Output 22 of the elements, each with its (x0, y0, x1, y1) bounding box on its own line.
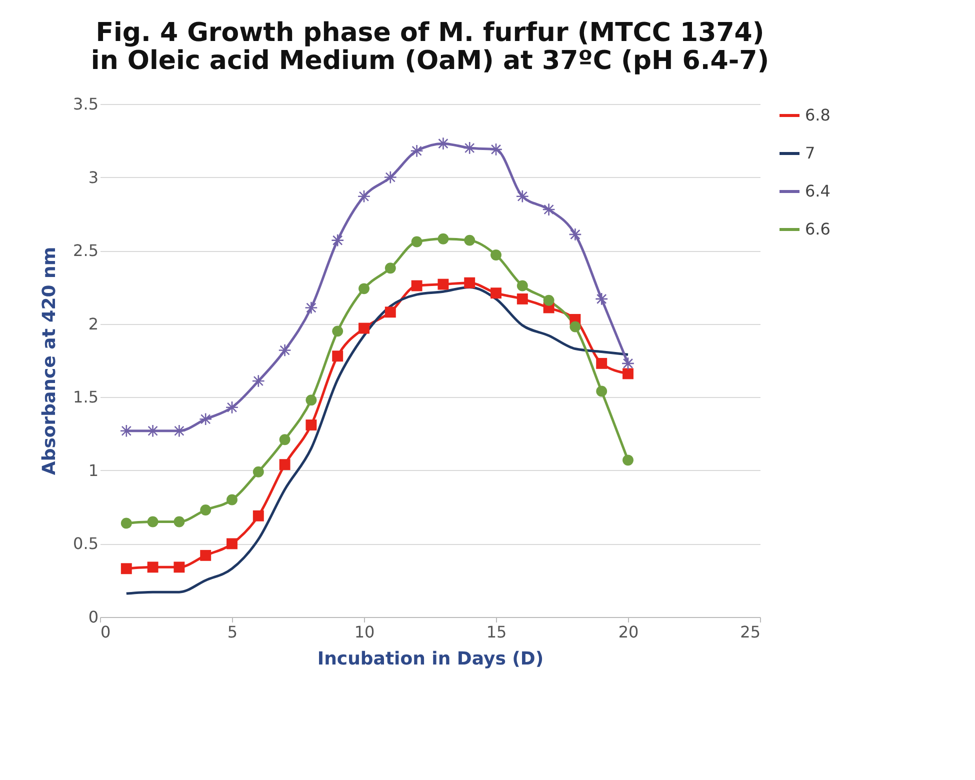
x-tick-label: 25 (740, 622, 760, 642)
y-tick-label: 1.5 (73, 388, 98, 407)
text: Fig. 4 Growth phase of M. furfur (MTCC 1374) (96, 18, 764, 48)
legend-label: 6.4 (805, 182, 830, 200)
y-tick-label: 2.5 (73, 241, 98, 260)
y-tick-label: 3 (88, 168, 98, 187)
y-tick-label: 1 (88, 460, 98, 480)
x-axis-title: Incubation in Days (D) (317, 648, 544, 670)
y-tick-label: 2 (88, 314, 98, 334)
x-tick-label: 10 (354, 622, 375, 642)
text: in Oleic acid Medium (OaM) at 37ºC (pH 6.4-7) (90, 46, 770, 76)
x-tick-label: 20 (618, 622, 639, 642)
y-tick-label: 3.5 (73, 94, 98, 114)
y-tick-label: 0.5 (73, 534, 98, 554)
legend-label: 6.6 (805, 220, 830, 238)
x-tick-label: 5 (227, 622, 238, 642)
y-axis-title: Absorbance at 420 nm (39, 246, 60, 476)
legend-label: 7 (805, 144, 816, 162)
y-tick-label: 0 (88, 608, 98, 626)
legend-label: 6.8 (805, 106, 830, 124)
x-tick-label: 15 (486, 622, 507, 642)
x-tick-label: 0 (100, 622, 111, 642)
